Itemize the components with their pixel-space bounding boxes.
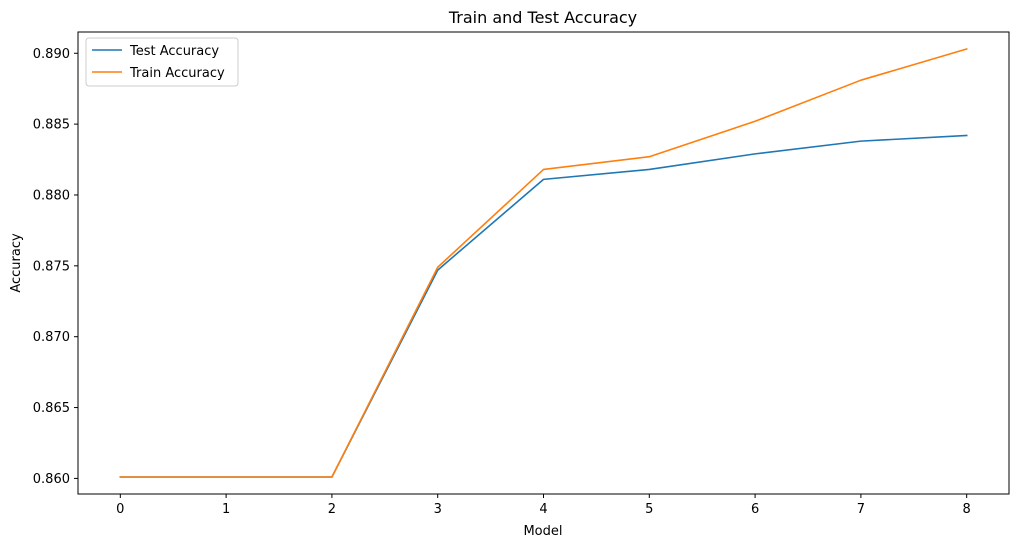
x-tick-label: 5 — [645, 502, 653, 517]
y-tick-label: 0.865 — [33, 401, 70, 416]
y-tick-label: 0.890 — [33, 47, 70, 62]
legend: Test Accuracy Train Accuracy — [85, 37, 239, 87]
legend-box — [85, 37, 239, 87]
data-point-test-accuracy — [543, 179, 545, 181]
x-axis-label: Model — [523, 524, 562, 539]
data-point-test-accuracy — [966, 135, 968, 137]
data-point-train-accuracy — [331, 476, 333, 478]
x-tick-label: 3 — [434, 502, 442, 517]
chart-title: Train and Test Accuracy — [448, 8, 637, 27]
legend-label-train-accuracy: Train Accuracy — [129, 66, 225, 81]
data-point-train-accuracy — [437, 266, 439, 268]
y-axis: 0.860 0.865 0.870 0.875 0.880 0.885 0.890 — [33, 47, 78, 487]
y-tick-label: 0.875 — [33, 259, 70, 274]
data-point-train-accuracy — [966, 48, 968, 50]
x-tick-label: 0 — [116, 502, 124, 517]
data-point-train-accuracy — [543, 169, 545, 171]
x-tick-label: 6 — [751, 502, 759, 517]
y-axis-label: Accuracy — [9, 233, 24, 293]
x-tick-label: 8 — [963, 502, 971, 517]
data-point-train-accuracy — [754, 120, 756, 122]
data-point-train-accuracy — [860, 79, 862, 81]
data-point-test-accuracy — [860, 140, 862, 142]
data-point-test-accuracy — [648, 169, 650, 171]
data-point-train-accuracy — [225, 476, 227, 478]
y-tick-label: 0.880 — [33, 188, 70, 203]
y-tick-label: 0.860 — [33, 472, 70, 487]
x-tick-label: 2 — [328, 502, 336, 517]
data-point-train-accuracy — [648, 156, 650, 158]
data-point-test-accuracy — [754, 153, 756, 155]
y-tick-label: 0.870 — [33, 330, 70, 345]
y-tick-label: 0.885 — [33, 118, 70, 133]
legend-label-test-accuracy: Test Accuracy — [129, 44, 219, 59]
data-point-train-accuracy — [120, 476, 122, 478]
x-tick-label: 1 — [222, 502, 230, 517]
series-layer — [119, 48, 968, 478]
x-tick-label: 7 — [857, 502, 865, 517]
series-line-train-accuracy — [119, 48, 968, 478]
x-axis: 0 1 2 3 4 5 6 7 8 — [116, 494, 971, 517]
x-tick-label: 4 — [539, 502, 547, 517]
